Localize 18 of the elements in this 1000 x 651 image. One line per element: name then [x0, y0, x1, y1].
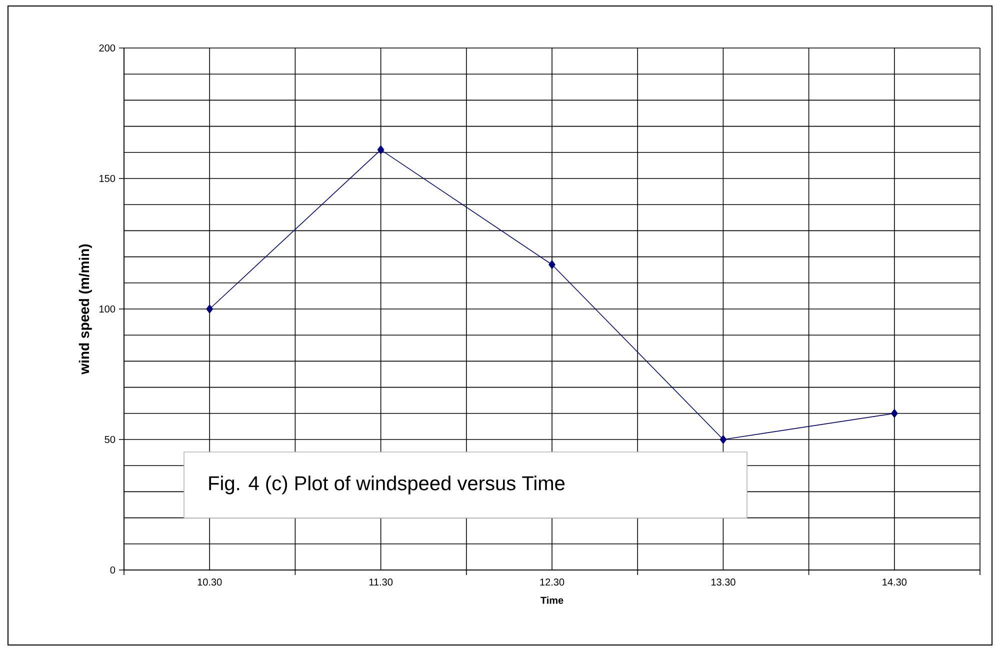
annotation: Fig. 4 (c) Plot of windspeed versus Time — [209, 476, 565, 494]
x-tick-label: 12.30 — [540, 578, 564, 586]
point — [720, 435, 727, 444]
y-tick-label: 200 — [99, 44, 116, 52]
point — [206, 304, 213, 314]
y-tick-label: 0 — [110, 566, 116, 574]
y-tick-label: 150 — [100, 174, 116, 182]
y-axis-title: wind speed (m/min) — [78, 244, 92, 374]
y-tick-label: 100 — [100, 305, 116, 313]
x-tick-label: 13.30 — [711, 578, 736, 586]
point — [548, 260, 556, 270]
y-tick-label: 50 — [104, 436, 116, 444]
point — [377, 145, 384, 154]
x-tick-label: 10.30 — [198, 578, 222, 586]
x-tick-label: 14.30 — [882, 578, 907, 586]
x-axis-title: Time — [540, 596, 564, 604]
x-tick-label: 11.30 — [369, 578, 393, 586]
point — [891, 409, 898, 418]
